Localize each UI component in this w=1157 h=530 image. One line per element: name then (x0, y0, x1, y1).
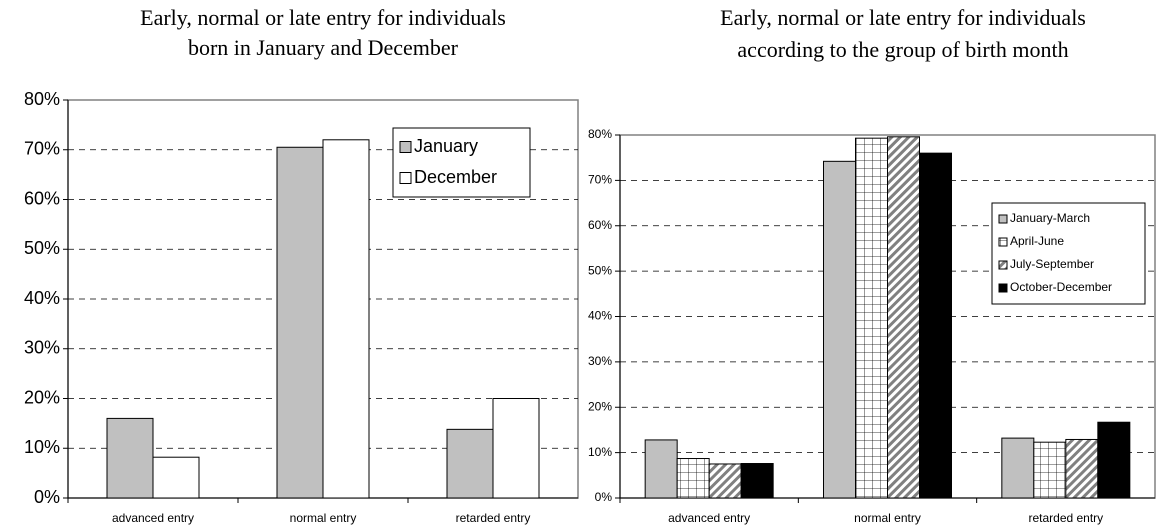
legend-swatch (998, 283, 1008, 293)
bar (823, 160, 856, 499)
y-tick-label: 40% (588, 309, 612, 323)
y-tick-label: 60% (24, 188, 60, 208)
legend-swatch (998, 260, 1008, 270)
bar (106, 417, 154, 499)
y-tick-label: 30% (24, 338, 60, 358)
chart-title: Early, normal or late entry for individu… (720, 5, 1086, 30)
bar (644, 439, 678, 499)
legend-box (991, 202, 1146, 305)
x-tick-label: retarded entry (456, 511, 531, 525)
y-tick-label: 10% (24, 437, 60, 457)
chart-title: born in January and December (188, 35, 459, 60)
bar (276, 146, 324, 499)
x-tick-label: advanced entry (112, 511, 194, 525)
legend-box (392, 127, 531, 198)
bar (322, 139, 370, 499)
bar (740, 463, 774, 499)
y-tick-label: 60% (588, 218, 612, 232)
chart-title: Early, normal or late entry for individu… (140, 5, 506, 30)
legend-swatch (399, 172, 412, 184)
bar (1001, 437, 1035, 499)
bar (1065, 438, 1099, 499)
legend-label: December (414, 167, 497, 187)
y-tick-label: 50% (24, 238, 60, 258)
bar (1033, 441, 1067, 499)
legend-label: July-September (1010, 257, 1094, 271)
y-tick-label: 10% (588, 445, 612, 459)
x-tick-label: normal entry (854, 511, 921, 525)
y-tick-label: 70% (588, 173, 612, 187)
bar (708, 463, 742, 499)
y-tick-label: 30% (588, 354, 612, 368)
y-tick-label: 80% (588, 127, 612, 141)
bar (1097, 421, 1131, 499)
bar (446, 428, 494, 499)
bar (676, 458, 710, 499)
y-tick-label: 20% (24, 387, 60, 407)
x-tick-label: advanced entry (668, 511, 750, 525)
legend-swatch (399, 141, 412, 153)
legend-label: January-March (1010, 211, 1090, 225)
y-tick-label: 0% (595, 490, 613, 504)
legend-swatch (998, 237, 1008, 247)
y-tick-label: 70% (24, 139, 60, 159)
legend-label: April-June (1010, 234, 1064, 248)
bar (919, 152, 952, 499)
x-tick-label: retarded entry (1028, 511, 1103, 525)
legend-label: October-December (1010, 280, 1112, 294)
bar (855, 137, 888, 499)
legend-label: January (414, 136, 478, 156)
bar (152, 456, 200, 499)
chart-title: according to the group of birth month (737, 37, 1068, 62)
bar (887, 136, 920, 499)
bar (492, 398, 540, 499)
y-tick-label: 80% (24, 89, 60, 109)
y-tick-label: 40% (24, 288, 60, 308)
legend-swatch (998, 214, 1008, 224)
y-tick-label: 20% (588, 399, 612, 413)
y-tick-label: 50% (588, 263, 612, 277)
y-tick-label: 0% (34, 487, 60, 507)
x-tick-label: normal entry (290, 511, 357, 525)
